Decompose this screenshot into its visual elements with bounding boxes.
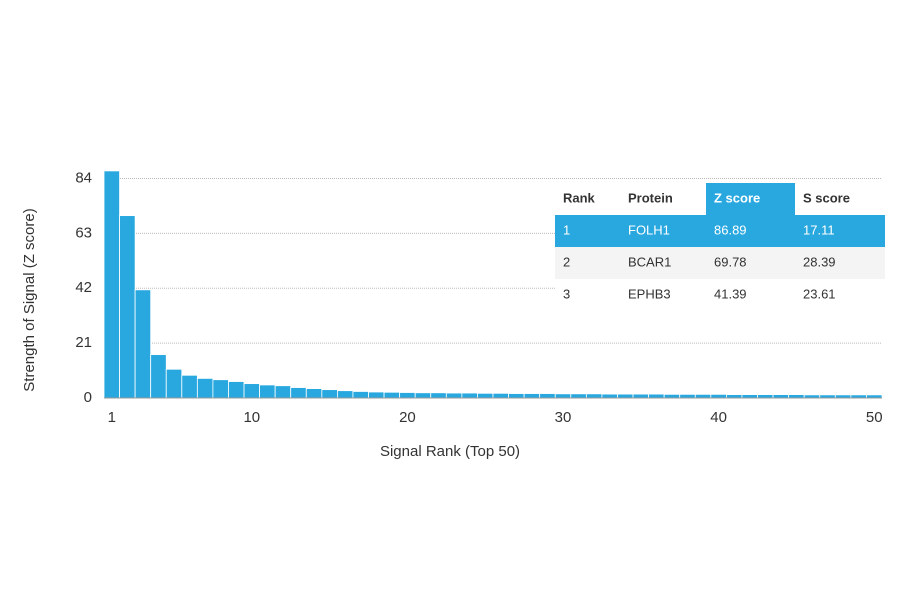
- bar: [103, 170, 120, 399]
- table-cell: 69.78: [714, 254, 747, 269]
- x-tick-label: 50: [866, 409, 883, 426]
- table-row-background: [555, 215, 885, 247]
- x-tick-label: 30: [555, 409, 572, 426]
- y-tick-label: 84: [75, 169, 92, 186]
- x-axis-label: Signal Rank (Top 50): [380, 443, 520, 460]
- bar: [741, 394, 758, 399]
- table-cell: EPHB3: [628, 286, 671, 301]
- table-cell: 86.89: [714, 222, 747, 237]
- bar: [196, 377, 214, 399]
- bar: [772, 394, 790, 399]
- x-tick-label: 20: [399, 409, 416, 426]
- bar: [368, 391, 385, 399]
- table-header: Rank: [563, 190, 596, 205]
- y-axis-label: Strength of Signal (Z score): [21, 208, 38, 391]
- y-tick-label: 63: [75, 224, 92, 241]
- bar: [119, 215, 136, 399]
- bar: [228, 381, 245, 399]
- table-row-background: [555, 279, 885, 311]
- bar: [430, 392, 447, 399]
- bar: [632, 393, 649, 399]
- bar: [617, 393, 634, 399]
- x-tick-label: 40: [710, 409, 727, 426]
- header-highlight: [706, 183, 795, 215]
- table-cell: FOLH1: [628, 222, 670, 237]
- bar: [570, 393, 587, 399]
- bar: [508, 393, 525, 399]
- table-cell: 41.39: [714, 286, 747, 301]
- bar: [445, 392, 463, 399]
- y-tick-label: 42: [75, 279, 92, 296]
- bar: [461, 392, 478, 399]
- bar: [726, 394, 743, 399]
- y-tick-label: 21: [75, 334, 92, 351]
- table-cell: 3: [563, 286, 570, 301]
- table-header: S score: [803, 190, 850, 205]
- bar: [757, 394, 774, 399]
- bar: [601, 393, 618, 399]
- bar: [383, 391, 401, 399]
- bar: [212, 379, 229, 399]
- bar: [290, 387, 307, 399]
- bar: [523, 393, 541, 399]
- bar: [150, 354, 167, 399]
- bar: [539, 393, 556, 399]
- bar: [648, 393, 665, 399]
- table-cell: BCAR1: [628, 254, 671, 269]
- x-tick-label: 10: [243, 409, 260, 426]
- table: Rank Protein Z score S score 1 FOLH1 86.89 17.1…: [555, 183, 885, 311]
- bar: [165, 368, 183, 399]
- table-cell: 2: [563, 254, 570, 269]
- bar: [274, 385, 292, 399]
- bar: [554, 393, 572, 399]
- bar: [585, 393, 603, 399]
- bar: [134, 289, 152, 399]
- bar: [414, 392, 432, 399]
- table-cell: 23.61: [803, 286, 836, 301]
- bar: [181, 374, 198, 399]
- bar: [399, 392, 416, 399]
- table-cell: 28.39: [803, 254, 836, 269]
- bar: [679, 393, 696, 399]
- bar: [305, 388, 323, 399]
- table-cell: 1: [563, 222, 570, 237]
- x-tick-label: 1: [108, 409, 116, 426]
- y-tick-label: 0: [84, 389, 92, 406]
- bar: [336, 390, 354, 399]
- table-row-background: [555, 247, 885, 279]
- bar: [694, 393, 712, 399]
- bar: [352, 391, 369, 399]
- bar: [492, 392, 509, 399]
- table-cell: 17.11: [803, 222, 835, 237]
- bar: [788, 394, 805, 399]
- bar: [663, 393, 681, 399]
- bar: [710, 393, 727, 399]
- bar: [243, 383, 260, 399]
- bar: [321, 389, 338, 399]
- bar: [259, 384, 276, 399]
- bar: [477, 392, 494, 399]
- table-header: Protein: [628, 190, 673, 205]
- table-header: Z score: [714, 190, 760, 205]
